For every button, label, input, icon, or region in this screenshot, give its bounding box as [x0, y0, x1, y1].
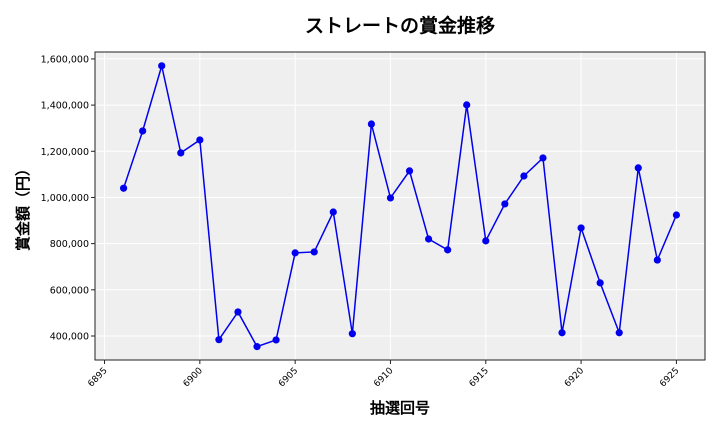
data-point: [405, 167, 414, 175]
data-point: [634, 164, 642, 172]
x-tick-label: 6910: [372, 366, 395, 389]
data-point: [424, 235, 433, 243]
plot-area: [95, 52, 705, 360]
y-tick-label: 1,400,000: [41, 101, 89, 112]
y-tick-label: 800,000: [50, 239, 89, 250]
data-point: [291, 249, 299, 257]
data-point: [577, 224, 585, 232]
data-point: [177, 149, 185, 157]
x-tick-label: 6920: [563, 366, 586, 389]
y-tick-label: 400,000: [50, 331, 89, 342]
plot-frame: [94, 51, 706, 361]
y-tick-label: 600,000: [50, 285, 89, 296]
x-tick-label: 6905: [277, 366, 300, 389]
data-point: [653, 256, 661, 264]
data-point: [558, 329, 566, 337]
data-point: [386, 194, 395, 202]
y-tick-label: 1,600,000: [41, 54, 89, 65]
data-point: [139, 127, 147, 135]
data-point: [482, 237, 490, 245]
y-tick-label: 1,000,000: [41, 193, 89, 204]
data-point: [310, 248, 318, 256]
series-line: [122, 65, 678, 348]
data-point: [444, 246, 452, 254]
x-ticks: 6895 6900 6905 6910 6915 6920 6925: [86, 360, 682, 389]
data-point: [615, 329, 623, 337]
x-tick-label: 6895: [86, 366, 109, 389]
y-axis-label: 賞金額（円）: [14, 161, 32, 251]
data-point: [501, 200, 509, 208]
data-point: [196, 136, 204, 144]
grid: [95, 52, 705, 360]
data-point: [539, 154, 547, 162]
data-point: [158, 62, 166, 70]
data-point: [272, 336, 280, 344]
series: [119, 62, 681, 351]
data-point: [463, 101, 471, 109]
data-point: [367, 120, 376, 128]
y-tick-label: 1,200,000: [41, 147, 89, 158]
data-point: [119, 184, 128, 192]
y-ticks: 400,000 600,000 800,000 1,000,000 1,200,000 1…: [41, 54, 95, 342]
data-point: [215, 336, 223, 344]
data-point: [596, 279, 604, 287]
x-tick-label: 6915: [468, 366, 491, 389]
data-point: [253, 343, 261, 351]
data-point: [234, 308, 242, 316]
data-point: [672, 211, 681, 219]
chart-title: ストレートの賞金推移: [305, 14, 495, 37]
data-point: [348, 330, 356, 338]
x-tick-label: 6925: [658, 366, 681, 389]
data-point: [329, 208, 337, 216]
x-axis-label: 抽選回号: [370, 399, 430, 417]
x-tick-label: 6900: [182, 366, 205, 389]
data-point: [520, 172, 528, 180]
